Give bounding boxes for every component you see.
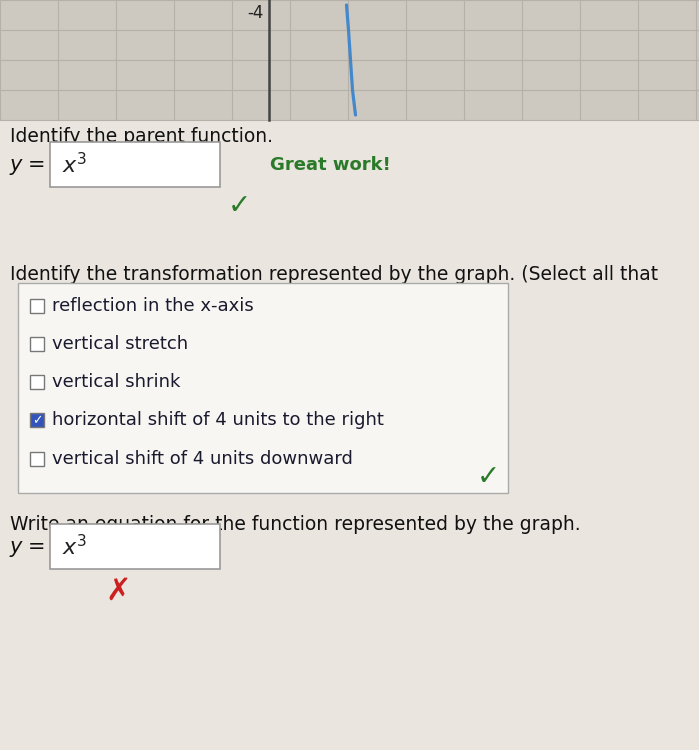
- Text: -4: -4: [247, 4, 264, 22]
- Text: vertical stretch: vertical stretch: [52, 335, 188, 353]
- FancyBboxPatch shape: [30, 337, 44, 351]
- Text: $x^3$: $x^3$: [62, 535, 87, 560]
- FancyBboxPatch shape: [30, 375, 44, 389]
- Text: vertical shrink: vertical shrink: [52, 374, 180, 392]
- FancyBboxPatch shape: [18, 283, 508, 493]
- Text: vertical shift of 4 units downward: vertical shift of 4 units downward: [52, 450, 353, 468]
- Text: ✗: ✗: [106, 577, 131, 606]
- FancyBboxPatch shape: [50, 142, 220, 187]
- Text: ✓: ✓: [31, 414, 42, 427]
- FancyBboxPatch shape: [50, 524, 220, 569]
- Text: Identify the transformation represented by the graph. (Select all that: Identify the transformation represented …: [10, 265, 658, 284]
- Text: ✓: ✓: [477, 463, 500, 491]
- Text: y =: y =: [10, 155, 47, 175]
- Text: Great work!: Great work!: [270, 156, 391, 174]
- Text: $x^3$: $x^3$: [62, 152, 87, 178]
- FancyBboxPatch shape: [30, 413, 44, 428]
- Text: Write an equation for the function represented by the graph.: Write an equation for the function repre…: [10, 515, 581, 534]
- Text: horizontal shift of 4 units to the right: horizontal shift of 4 units to the right: [52, 412, 384, 430]
- Text: Identify the parent function.: Identify the parent function.: [10, 127, 273, 146]
- FancyBboxPatch shape: [0, 0, 699, 120]
- Text: reflection in the x-axis: reflection in the x-axis: [52, 297, 254, 315]
- FancyBboxPatch shape: [30, 452, 44, 466]
- FancyBboxPatch shape: [30, 299, 44, 313]
- Text: ✓: ✓: [228, 192, 251, 220]
- Text: y =: y =: [10, 537, 47, 557]
